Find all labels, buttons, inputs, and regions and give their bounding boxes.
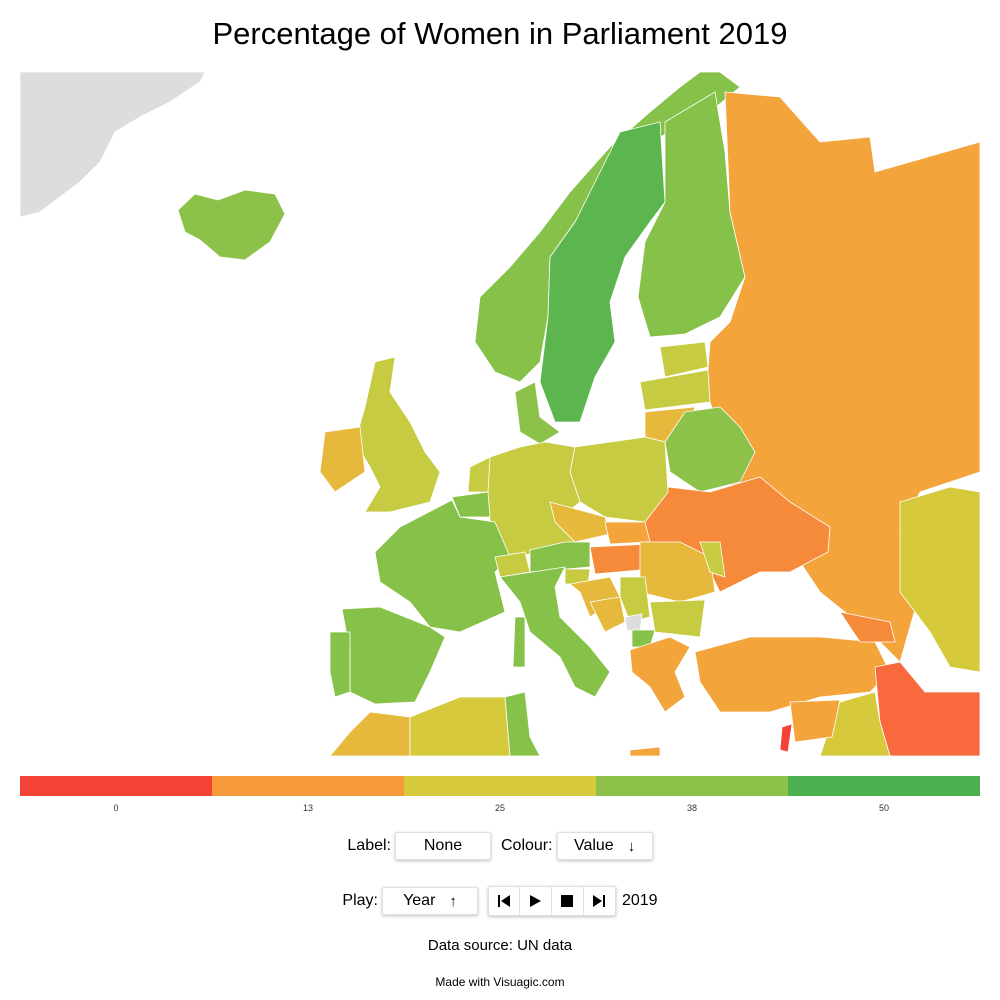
arrow-down-icon[interactable]: ↓ xyxy=(627,837,636,855)
play-select-value: Year xyxy=(403,892,436,909)
region-libya-edge[interactable] xyxy=(629,746,661,756)
play-icon xyxy=(530,895,542,907)
region-moldova[interactable] xyxy=(699,541,726,578)
region-denmark[interactable] xyxy=(514,381,561,445)
label-select-value: None xyxy=(423,837,463,854)
play-select[interactable]: Year ↑ xyxy=(381,887,478,915)
stop-icon xyxy=(561,895,574,907)
region-finland[interactable] xyxy=(637,91,746,338)
color-legend: 0 13 25 38 50 xyxy=(20,776,980,813)
region-latvia[interactable] xyxy=(639,369,711,411)
data-source: Data source: UN data xyxy=(427,937,573,954)
legend-band-13 xyxy=(212,776,404,796)
play-controls: Play: Year ↑ 2019 xyxy=(0,886,1000,916)
legend-band-0 xyxy=(20,776,212,796)
region-sardinia[interactable] xyxy=(512,616,526,668)
region-turkey[interactable] xyxy=(694,636,891,713)
region-austria[interactable] xyxy=(529,541,591,573)
region-bulgaria[interactable] xyxy=(649,599,706,638)
current-year: 2019 xyxy=(621,892,658,909)
legend-band-38 xyxy=(596,776,788,796)
label-select-caption: Label: xyxy=(347,837,391,854)
region-kosovo[interactable] xyxy=(624,613,643,633)
region-ireland[interactable] xyxy=(319,426,366,493)
region-france[interactable] xyxy=(374,499,511,633)
region-greece[interactable] xyxy=(629,636,691,713)
skip-to-first-button[interactable] xyxy=(487,886,520,916)
label-colour-controls: Label: None Colour: Value ↓ xyxy=(0,831,1000,861)
region-netherlands[interactable] xyxy=(467,456,491,493)
legend-tick-label: 0 xyxy=(113,803,118,813)
skip-next-icon xyxy=(593,895,606,907)
label-select[interactable]: None xyxy=(395,832,491,860)
region-greenland[interactable] xyxy=(20,72,206,218)
region-italy[interactable] xyxy=(499,566,611,698)
region-kazakhstan[interactable] xyxy=(899,486,980,673)
region-iceland[interactable] xyxy=(177,189,286,261)
play-select-caption: Play: xyxy=(342,892,378,909)
region-bosnia[interactable] xyxy=(589,596,626,633)
skip-previous-icon xyxy=(497,895,510,907)
region-portugal[interactable] xyxy=(329,631,351,698)
colour-select-value: Value xyxy=(573,837,614,854)
made-with-credit[interactable]: Made with Visuagic.com xyxy=(435,975,565,989)
skip-to-last-button[interactable] xyxy=(583,886,616,916)
region-poland[interactable] xyxy=(569,436,669,523)
legend-tick-label: 13 xyxy=(303,803,313,813)
region-georgia[interactable] xyxy=(839,611,896,643)
legend-tick-label: 50 xyxy=(879,803,889,813)
legend-band-50 xyxy=(788,776,980,796)
legend-band-25 xyxy=(404,776,596,796)
region-morocco[interactable] xyxy=(329,711,411,756)
region-algeria[interactable] xyxy=(409,696,511,756)
region-syria[interactable] xyxy=(789,699,841,743)
region-belgium[interactable] xyxy=(451,491,491,518)
region-slovakia[interactable] xyxy=(604,521,651,545)
arrow-up-icon[interactable]: ↑ xyxy=(449,892,457,910)
region-united-kingdom[interactable] xyxy=(354,356,441,513)
region-tunisia[interactable] xyxy=(504,691,541,756)
region-sweden[interactable] xyxy=(539,121,666,423)
region-lebanon[interactable] xyxy=(779,723,793,753)
region-iran[interactable] xyxy=(874,661,980,756)
region-czechia[interactable] xyxy=(549,501,611,543)
stop-button[interactable] xyxy=(551,886,584,916)
playback-buttons xyxy=(487,886,616,916)
colour-select[interactable]: Value ↓ xyxy=(556,832,653,860)
legend-tick-label: 25 xyxy=(495,803,505,813)
region-belarus[interactable] xyxy=(664,406,756,493)
choropleth-map xyxy=(20,72,980,756)
play-button[interactable] xyxy=(519,886,552,916)
legend-tick-label: 38 xyxy=(687,803,697,813)
colour-select-caption: Colour: xyxy=(501,837,553,854)
page-title: Percentage of Women in Parliament 2019 xyxy=(212,16,788,51)
